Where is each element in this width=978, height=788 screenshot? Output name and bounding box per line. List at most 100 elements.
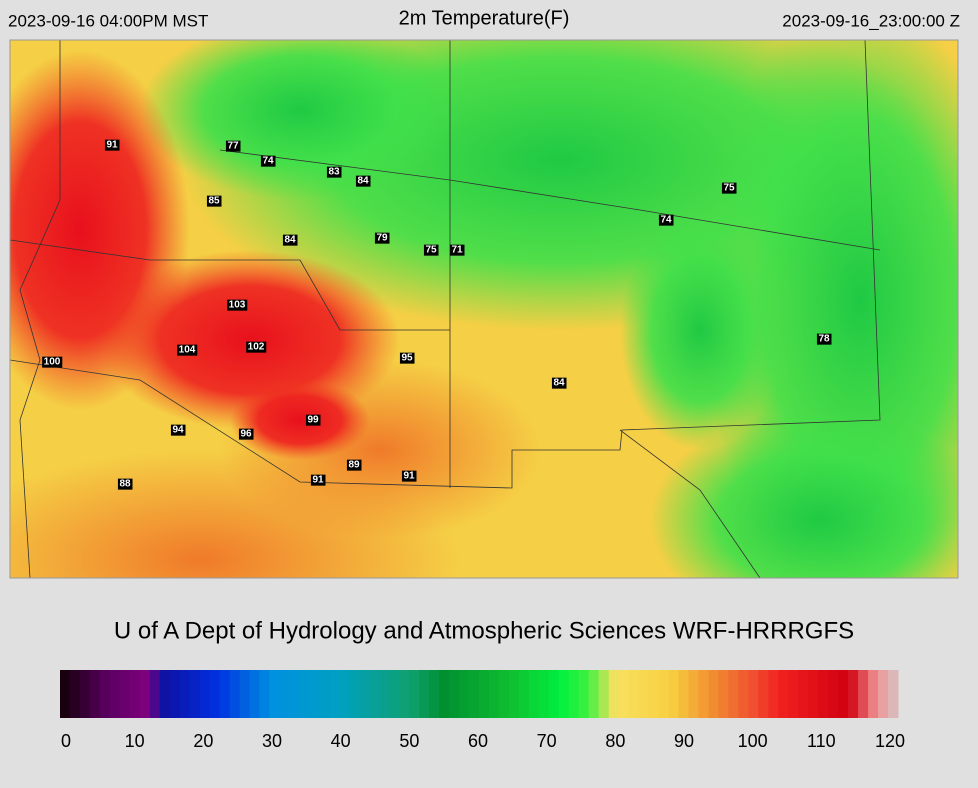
station-value: 91 (403, 471, 415, 482)
colorbar-tick-label: 100 (738, 731, 768, 751)
station-box (42, 356, 63, 368)
station-value: 84 (284, 235, 296, 246)
colorbar-cell (169, 670, 181, 718)
station-box (246, 341, 267, 353)
station-value: 102 (248, 342, 265, 353)
station-value: 96 (240, 429, 252, 440)
colorbar-cell (608, 670, 620, 718)
station-value: 77 (227, 141, 239, 152)
colorbar-cell (459, 670, 470, 718)
station-box (326, 166, 342, 178)
station-value: 75 (425, 245, 437, 256)
colorbar-cell (698, 670, 709, 718)
colorbar-cell (508, 670, 520, 718)
colorbar-cell (628, 670, 640, 718)
colorbar-cell (309, 670, 320, 718)
colorbar-cell (79, 670, 91, 718)
station-value: 100 (44, 357, 61, 368)
colorbar-cell (498, 670, 510, 718)
station-value: 91 (106, 140, 118, 151)
station-value: 79 (376, 233, 388, 244)
colorbar-cell (648, 670, 660, 718)
station-box (449, 244, 465, 256)
colorbar-cell (419, 670, 430, 718)
station-box (551, 377, 567, 389)
colorbar-cell (708, 670, 719, 718)
station-box (227, 299, 248, 311)
station-value: 75 (723, 183, 735, 194)
colorbar-cell (518, 670, 530, 718)
colorbar-cell (738, 670, 749, 718)
colorbar-cell (179, 670, 191, 718)
station-value: 104 (179, 345, 196, 356)
station-box (104, 139, 120, 151)
colorbar-tick-label: 120 (875, 731, 905, 751)
colorbar-cell (488, 670, 500, 718)
colorbar-cell (299, 670, 310, 718)
colorbar-cell (319, 670, 330, 718)
colorbar-cell (828, 670, 839, 718)
colorbar-cell (618, 670, 630, 718)
valid-time-utc: 2023-09-16_23:00:00 Z (782, 11, 960, 30)
colorbar-cell (339, 670, 350, 718)
station-box (355, 175, 371, 187)
station-value: 84 (357, 176, 369, 187)
colorbar-cell (788, 670, 799, 718)
colorbar-cell (389, 670, 400, 718)
station-value: 89 (348, 460, 360, 471)
station-value: 99 (307, 415, 319, 426)
map-frame (9, 39, 959, 579)
station-box (238, 428, 254, 440)
colorbar-cell (159, 670, 171, 718)
colorbar-cell (239, 670, 251, 718)
colorbar-cell (838, 670, 849, 718)
station-box (177, 344, 198, 356)
colorbar-cell (189, 670, 201, 718)
station-value: 94 (172, 425, 184, 436)
map-title: 2m Temperature(F) (399, 7, 570, 29)
station-box (374, 232, 390, 244)
colorbar-cell (758, 670, 769, 718)
colorbar-cell (259, 670, 270, 718)
colorbar-cell (329, 670, 340, 718)
colorbar-cell (558, 670, 570, 718)
colorbar-cell (878, 670, 889, 718)
colorbar-cell (429, 670, 440, 718)
colorbar-tick-label: 60 (468, 731, 488, 751)
station-value: 83 (328, 167, 340, 178)
colorbar-cell (139, 670, 151, 718)
colorbar-cell (768, 670, 779, 718)
colorbar-tick-label: 90 (674, 731, 694, 751)
colorbar-cell (229, 670, 241, 718)
colorbar-tick-label: 50 (399, 731, 419, 751)
colorbar-cell (399, 670, 410, 718)
colorbar-cell (818, 670, 829, 718)
station-value: 74 (262, 156, 274, 167)
colorbar-tick-label: 70 (537, 731, 557, 751)
colorbar-cell (858, 670, 869, 718)
colorbar-tick-label: 10 (125, 731, 145, 751)
credit: U of A Dept of Hydrology and Atmospheric… (114, 617, 854, 644)
colorbar-cell (808, 670, 819, 718)
colorbar-cell (149, 670, 161, 718)
station-box (399, 352, 415, 364)
colorbar-cell (888, 670, 899, 718)
colorbar-cell (718, 670, 729, 718)
colorbar-cell (778, 670, 789, 718)
station-value: 74 (660, 215, 672, 226)
colorbar-cell (209, 670, 221, 718)
station-box (305, 414, 321, 426)
colorbar-cell (60, 670, 71, 718)
colorbar-tick-label: 40 (331, 731, 351, 751)
station-box (346, 459, 362, 471)
station-value: 103 (229, 300, 246, 311)
station-box (816, 333, 832, 345)
colorbar-cell (89, 670, 101, 718)
station-box (282, 234, 298, 246)
colorbar-cell (199, 670, 211, 718)
colorbar-tick-label: 20 (193, 731, 213, 751)
colorbar-cell (379, 670, 390, 718)
station-labels: 91 77 74 83 84 85 84 79 75 71 74 75 103 104 102 100 95 84… (42, 139, 832, 490)
colorbar-tick-label: 0 (61, 731, 71, 751)
